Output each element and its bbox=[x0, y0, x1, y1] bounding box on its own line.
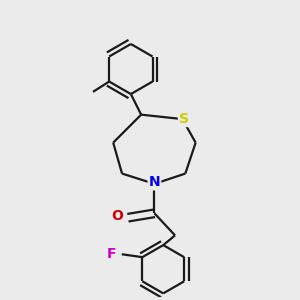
Text: S: S bbox=[179, 112, 189, 126]
Text: F: F bbox=[107, 247, 116, 261]
Text: O: O bbox=[112, 209, 124, 223]
Text: N: N bbox=[148, 176, 160, 189]
